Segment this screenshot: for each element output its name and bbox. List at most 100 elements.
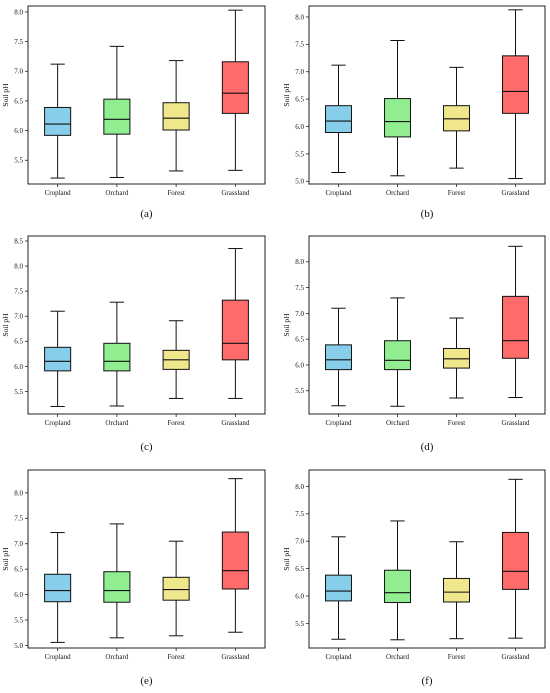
iqr-box: [162, 102, 190, 131]
box-forest: [443, 541, 470, 640]
iqr-box: [502, 55, 529, 114]
box-forest: [162, 60, 190, 172]
box-grassland: [221, 478, 249, 633]
chart-panel: 5.0 5.5 6.0 6.5 7.0 7.5 8.0 Soil pH Cropland Orch…: [282, 5, 546, 220]
iqr-box: [325, 105, 352, 134]
plot-frame: [27, 469, 266, 649]
x-tick-label: Forest: [167, 419, 185, 427]
y-tick-label: 7.0: [295, 310, 304, 318]
iqr-box: [384, 340, 411, 371]
y-tick-label: 5.0: [14, 642, 23, 650]
plot-frame: [308, 469, 546, 649]
y-tick-label: 5.5: [295, 620, 304, 628]
iqr-box: [502, 531, 529, 590]
y-tick-label: 5.0: [295, 178, 304, 186]
iqr-box: [502, 295, 529, 359]
iqr-box: [221, 299, 249, 361]
box-grassland: [502, 245, 529, 398]
iqr-box: [44, 106, 72, 136]
x-tick-label: Forest: [448, 189, 466, 197]
y-tick-label: 7.0: [14, 540, 23, 548]
y-tick-label: 6.0: [14, 591, 23, 599]
box-cropland: [44, 310, 72, 407]
y-tick-label: 6.5: [14, 338, 23, 346]
y-tick-label: 5.5: [295, 150, 304, 158]
box-cropland: [44, 532, 72, 643]
y-tick-label: 8.0: [14, 489, 23, 497]
iqr-box: [325, 344, 352, 371]
y-tick-label: 6.5: [14, 97, 23, 105]
plot-frame: [27, 5, 266, 185]
y-tick-label: 5.5: [14, 616, 23, 624]
x-tick-label: Orchard: [386, 189, 409, 197]
iqr-box: [162, 576, 190, 601]
panel-label: (f): [422, 675, 433, 687]
iqr-box: [443, 577, 470, 603]
box-orchard: [103, 45, 131, 178]
box-grassland: [502, 9, 529, 180]
y-tick-label: 7.0: [14, 68, 23, 76]
iqr-box: [103, 571, 131, 603]
box-forest: [162, 320, 190, 399]
chart-panel: 5.5 6.0 6.5 7.0 7.5 8.0 8.5 Soil pH Cropland Orch…: [1, 235, 266, 453]
y-axis-title: Soil pH: [1, 83, 10, 107]
y-tick-label: 8.0: [14, 262, 23, 270]
y-tick-label: 6.5: [14, 566, 23, 574]
chart-panel: 5.0 5.5 6.0 6.5 7.0 7.5 8.0 Soil pH Cropland Orch…: [1, 469, 266, 687]
chart-panel: 5.5 6.0 6.5 7.0 7.5 8.0 Soil pH Cropland Orchard…: [1, 5, 266, 220]
x-tick-label: Grassland: [502, 653, 530, 661]
box-orchard: [384, 40, 411, 177]
y-tick-label: 8.0: [295, 258, 304, 266]
y-tick-label: 7.0: [295, 68, 304, 76]
box-forest: [443, 66, 470, 169]
y-axis-title: Soil pH: [1, 547, 10, 571]
chart-panel: 5.5 6.0 6.5 7.0 7.5 8.0 Soil pH Cropland Orchard…: [282, 469, 546, 687]
y-tick-label: 5.5: [14, 388, 23, 396]
y-axis-title: Soil pH: [282, 547, 291, 571]
x-tick-label: Forest: [167, 189, 185, 197]
chart-panel: 5.5 6.0 6.5 7.0 7.5 8.0 Soil pH Cropland Orchard…: [282, 235, 546, 453]
x-tick-label: Grassland: [221, 653, 249, 661]
panel-label: (e): [140, 675, 153, 687]
x-tick-label: Cropland: [45, 189, 72, 197]
box-forest: [162, 540, 190, 637]
iqr-box: [103, 98, 131, 135]
y-tick-label: 6.5: [295, 565, 304, 573]
y-tick-label: 6.0: [295, 123, 304, 131]
plot-frame: [308, 235, 546, 415]
y-tick-label: 6.5: [295, 96, 304, 104]
y-tick-label: 7.5: [295, 510, 304, 518]
x-tick-label: Cropland: [325, 419, 352, 427]
y-tick-label: 7.5: [14, 515, 23, 523]
iqr-box: [384, 569, 411, 604]
y-tick-label: 5.5: [295, 387, 304, 395]
x-tick-label: Orchard: [386, 419, 409, 427]
box-cropland: [325, 536, 352, 640]
iqr-box: [325, 574, 352, 602]
iqr-box: [44, 573, 72, 603]
x-tick-label: Orchard: [105, 419, 128, 427]
y-tick-label: 5.5: [14, 157, 23, 165]
y-tick-label: 8.0: [295, 483, 304, 491]
panel-label: (a): [140, 208, 153, 220]
box-grassland: [221, 9, 249, 171]
box-orchard: [103, 523, 131, 639]
box-orchard: [384, 520, 411, 641]
y-tick-label: 7.5: [14, 38, 23, 46]
box-cropland: [44, 63, 72, 179]
box-cropland: [325, 64, 352, 173]
x-tick-label: Forest: [448, 419, 466, 427]
y-tick-label: 7.5: [295, 284, 304, 292]
box-orchard: [103, 301, 131, 407]
y-tick-label: 7.5: [295, 41, 304, 49]
x-tick-label: Cropland: [325, 653, 352, 661]
plot-frame: [27, 235, 266, 415]
y-axis-title: Soil pH: [282, 83, 291, 107]
panel-label: (b): [421, 208, 434, 220]
y-tick-label: 7.5: [14, 288, 23, 296]
y-tick-label: 7.0: [295, 538, 304, 546]
panel-label: (d): [421, 441, 434, 453]
y-tick-label: 8.5: [14, 237, 23, 245]
x-tick-label: Orchard: [105, 653, 128, 661]
y-tick-label: 6.0: [295, 592, 304, 600]
